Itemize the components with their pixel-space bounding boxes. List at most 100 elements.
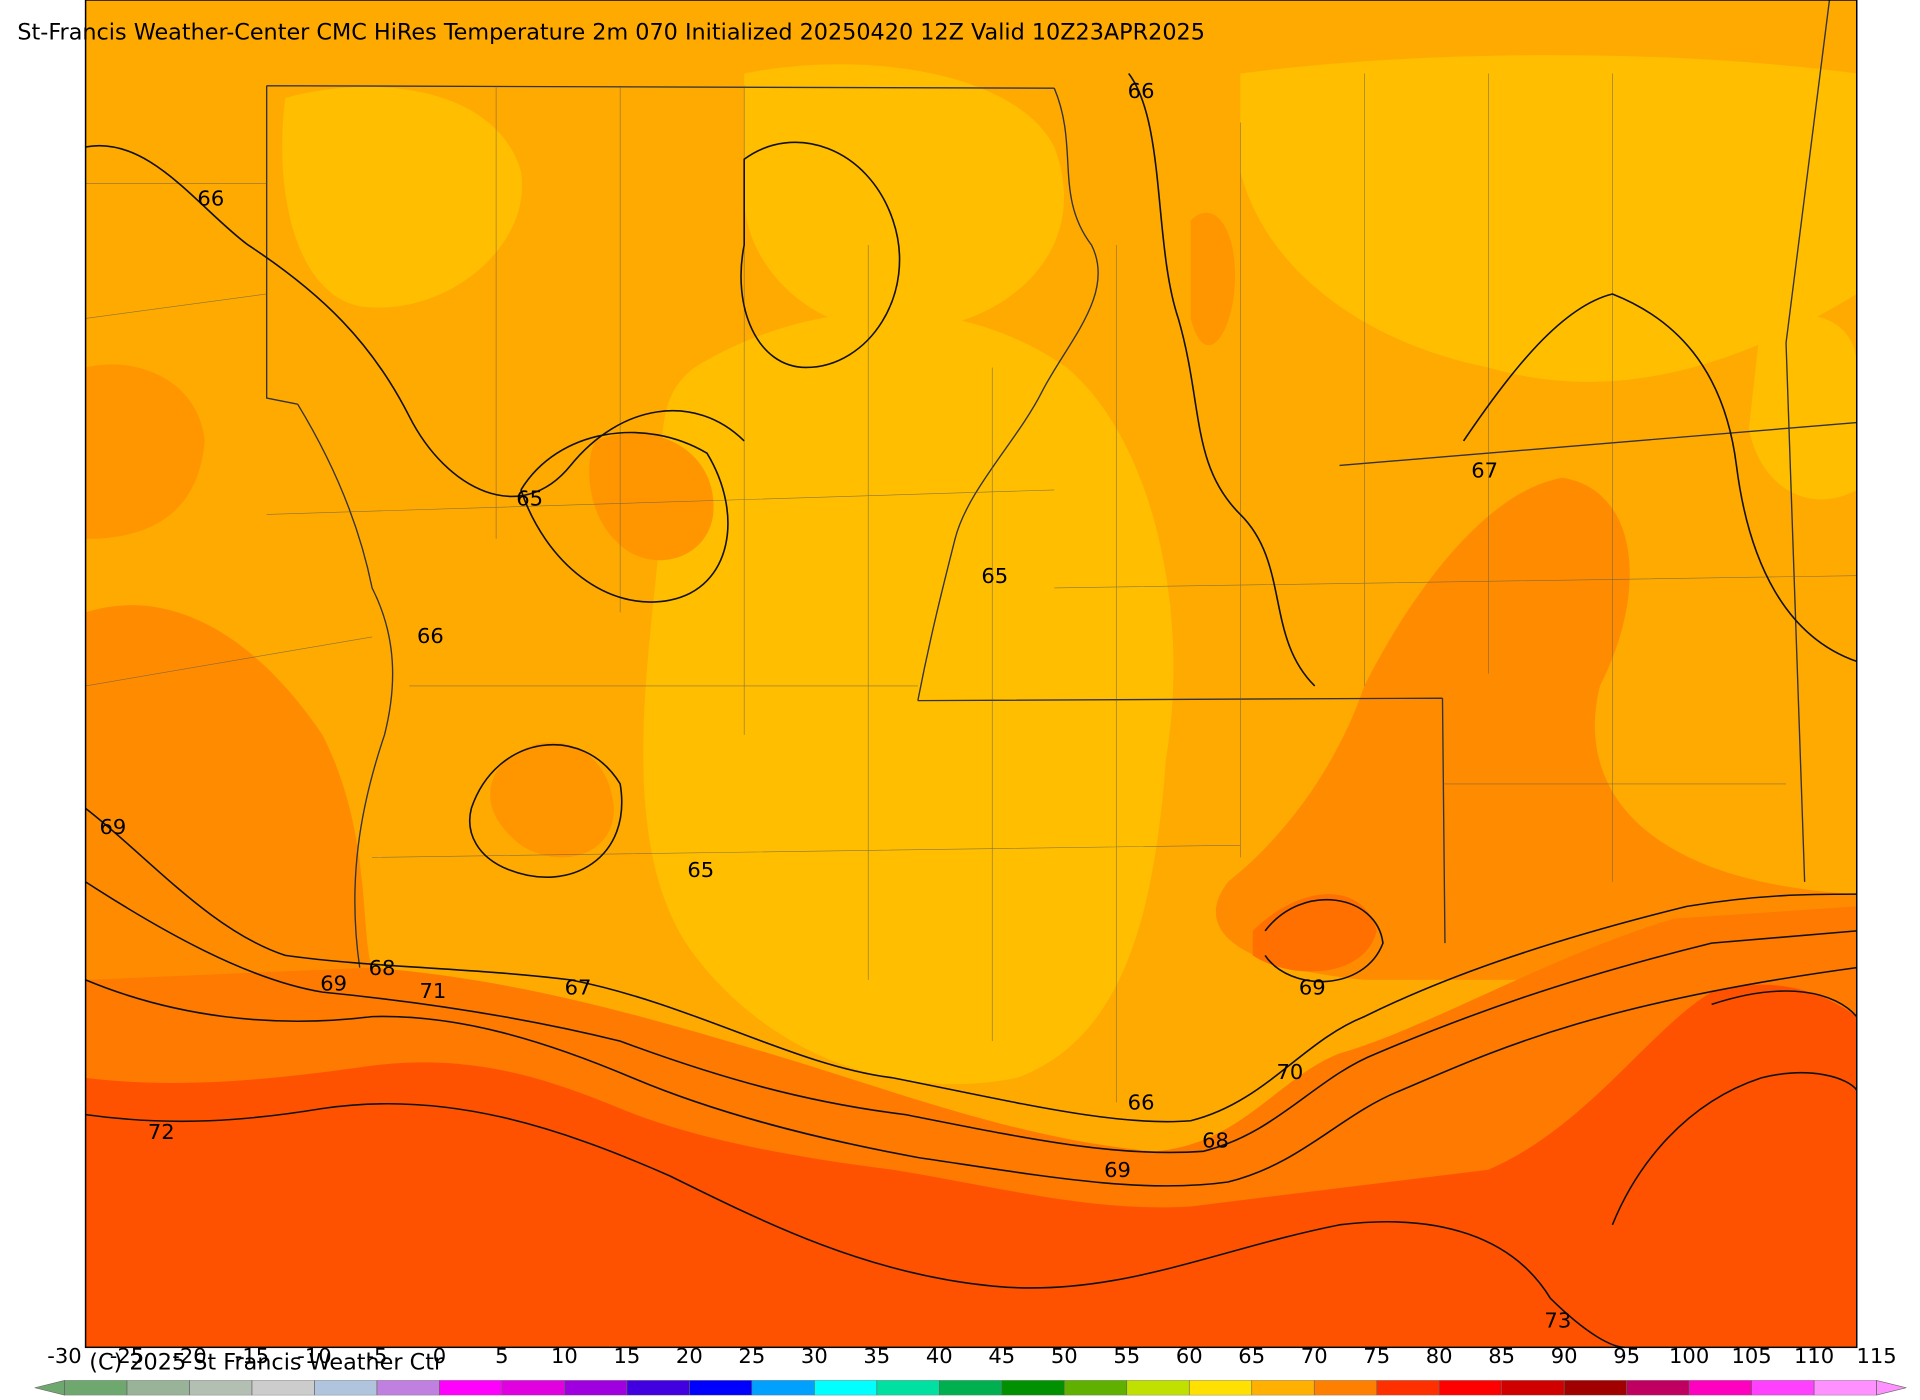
contour-label: 73	[1544, 1309, 1571, 1333]
colorbar-swatch	[251, 1380, 315, 1396]
colorbar-tick-label: 65	[1238, 1344, 1265, 1368]
colorbar-swatch	[1688, 1380, 1752, 1396]
river-border	[297, 403, 394, 968]
colorbar-swatch	[564, 1380, 628, 1396]
colorbar-swatch	[376, 1380, 440, 1396]
contour-line	[1128, 73, 1316, 687]
contour-line	[85, 966, 1857, 1187]
colorbar-tick-label: 110	[1794, 1344, 1834, 1368]
colorbar-swatch	[439, 1380, 503, 1396]
warm-light-area	[744, 64, 1065, 333]
contour-line	[520, 431, 729, 603]
gulf-area	[85, 984, 1857, 1348]
colorbar-tick-label: -30	[47, 1344, 81, 1368]
colorbar-tick-label: 90	[1551, 1344, 1578, 1368]
colorbar-swatch	[1626, 1380, 1690, 1396]
colorbar-tick-label: 30	[801, 1344, 828, 1368]
colorbar-tick-label: 80	[1426, 1344, 1453, 1368]
contour-line	[1264, 898, 1384, 983]
contour-label: 65	[687, 858, 714, 882]
contour-line	[1611, 990, 1858, 1226]
contour-line	[85, 881, 1857, 1154]
warm-light-area	[1240, 55, 1857, 382]
colorbar-swatch	[1813, 1380, 1877, 1396]
colorbar-swatch	[1251, 1380, 1315, 1396]
colorbar-tick-label: 35	[863, 1344, 890, 1368]
colorbar-swatch	[1314, 1380, 1377, 1396]
contour-label: 68	[369, 956, 396, 980]
colorbar-swatch	[751, 1380, 815, 1396]
warm-light-area	[282, 86, 523, 308]
colorbar-tick-label: 20	[676, 1344, 703, 1368]
colorbar-tick-label: 40	[926, 1344, 953, 1368]
contour-line	[1462, 293, 1858, 663]
colorbar-tick-label: -25	[110, 1344, 144, 1368]
colorbar-swatch	[64, 1380, 128, 1396]
warm-light-area	[643, 311, 1174, 1085]
contour-line	[85, 144, 745, 498]
contour-label: 69	[320, 972, 347, 996]
county-lines	[85, 73, 1857, 1103]
contour-label: 66	[417, 624, 444, 648]
colorbar-swatch	[939, 1380, 1002, 1396]
colorbar-tick-label: 105	[1732, 1344, 1772, 1368]
map-frame	[84, 0, 1858, 1349]
contour-line	[85, 1102, 1625, 1349]
warm-light-area	[1748, 314, 1857, 500]
colorbar-tick-label: -15	[235, 1344, 269, 1368]
orange-area	[85, 364, 205, 539]
colorbar-swatch	[1751, 1380, 1815, 1396]
contour-label: 66	[1128, 1091, 1155, 1115]
map-area	[84, 0, 1858, 1349]
darker-orange-area	[1215, 477, 1857, 980]
contour-label: 69	[1299, 976, 1326, 1000]
contour-label: 70	[1277, 1060, 1304, 1084]
colorbar: -30 -25 -20 -15 -10 -5 0 5 10 15 20 25 30 35 40 45 50 55 6…	[34, 1344, 1907, 1396]
contour-line	[469, 743, 623, 878]
contour-label: 71	[419, 979, 446, 1003]
colorbar-swatch	[1563, 1380, 1627, 1396]
colorbar-tick-label: 95	[1613, 1344, 1640, 1368]
colorbar-tick-label: -5	[366, 1344, 387, 1368]
contour-line	[740, 141, 901, 369]
colorbar-tick-label: 60	[1176, 1344, 1203, 1368]
colorbar-swatch	[626, 1380, 690, 1396]
colorbar-swatch	[189, 1380, 253, 1396]
colorbar-swatch	[1439, 1380, 1502, 1396]
contour-label: 66	[197, 187, 224, 211]
colorbar-swatch	[1001, 1380, 1065, 1396]
colorbar-tick-label: 25	[738, 1344, 765, 1368]
contour-labels: 66 66 65 67 65 66 69 65 68 69 71 67 69 7…	[99, 79, 1571, 1333]
colorbar-tick-label: 0	[433, 1344, 446, 1368]
colorbar-swatch	[314, 1380, 378, 1396]
colorbar-tick-label: 115	[1856, 1344, 1896, 1368]
contour-label: 69	[1104, 1158, 1131, 1182]
colorbar-tick-label: -20	[172, 1344, 206, 1368]
contour-label: 69	[99, 815, 126, 839]
colorbar-tick-label: 55	[1113, 1344, 1140, 1368]
colorbar-swatch	[689, 1380, 753, 1396]
colorbar-tick-label: 100	[1669, 1344, 1709, 1368]
colorbar-tick-label: 75	[1363, 1344, 1390, 1368]
copyright: (C) 2025 St Francis Weather Ctr	[89, 1350, 444, 1376]
map-title: St-Francis Weather-Center CMC HiRes Temp…	[17, 20, 1205, 46]
colorbar-tick-label: 85	[1488, 1344, 1515, 1368]
colorbar-tick-label: 10	[551, 1344, 578, 1368]
contour-label: 67	[565, 976, 592, 1000]
river-border	[917, 87, 1099, 701]
contour-label: 65	[516, 487, 543, 511]
state-border	[265, 0, 1857, 944]
contour-label: 66	[1128, 79, 1155, 103]
colorbar-swatch	[1064, 1380, 1127, 1396]
colorbar-tick-label: -10	[297, 1344, 331, 1368]
colorbar-swatch	[876, 1380, 940, 1396]
colorbar-swatch	[1376, 1380, 1440, 1396]
colorbar-swatch	[814, 1380, 877, 1396]
contour-line	[85, 807, 1857, 1123]
orange-area	[1190, 212, 1236, 346]
colorbar-tick-label: 45	[988, 1344, 1015, 1368]
contour-label: 72	[148, 1120, 175, 1144]
colorbar-tick-label: 50	[1051, 1344, 1078, 1368]
